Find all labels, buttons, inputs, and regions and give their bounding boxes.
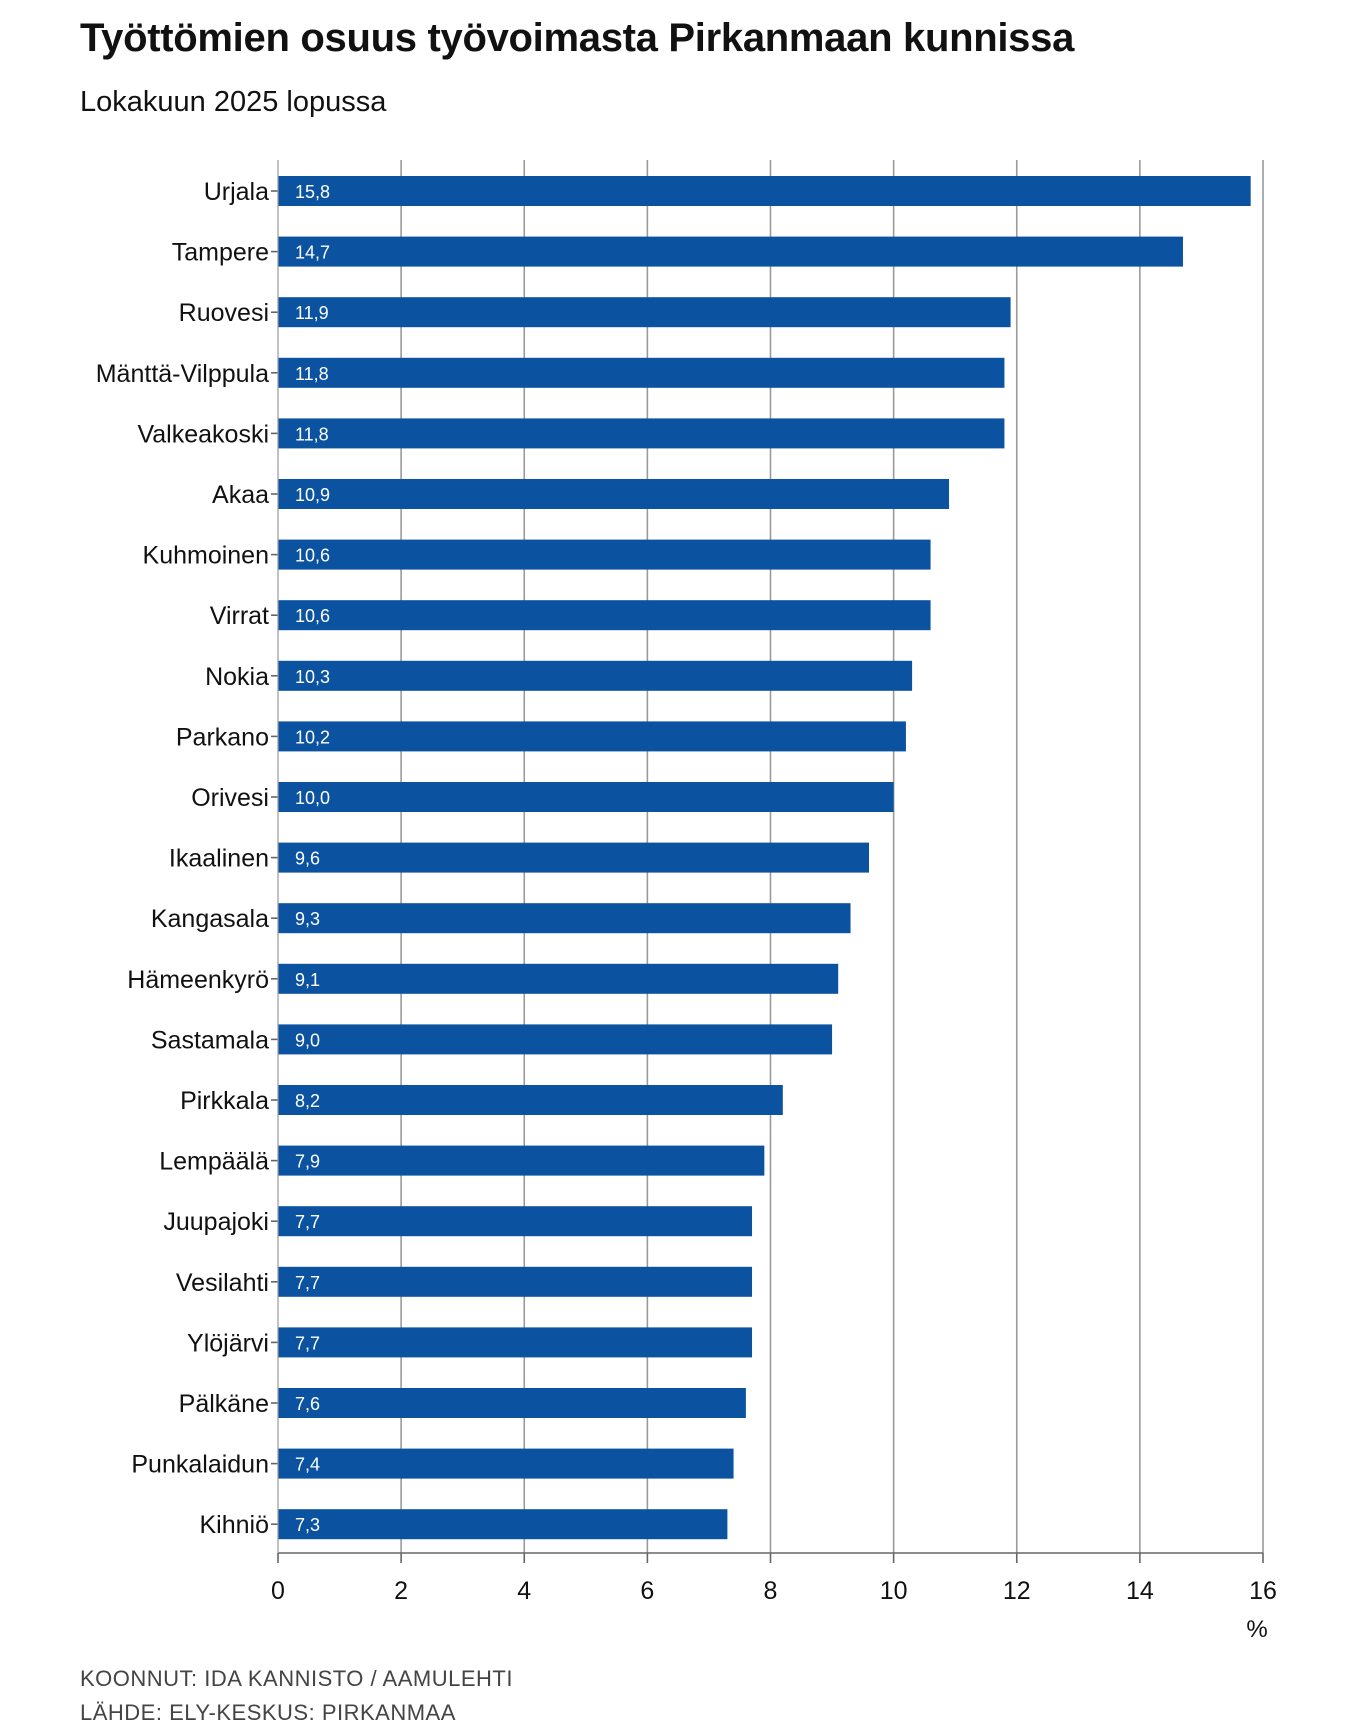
category-label: Kangasala bbox=[151, 905, 269, 933]
bar-value-label: 15,8 bbox=[295, 182, 330, 202]
x-axis: 0 2 4 6 8 10 12 14 16 bbox=[271, 160, 1277, 1605]
x-tick-label: 16 bbox=[1249, 1577, 1277, 1605]
x-tick-label: 4 bbox=[517, 1577, 531, 1605]
x-tick-label: 0 bbox=[271, 1577, 285, 1605]
category-label: Sastamala bbox=[151, 1026, 269, 1054]
category-label: Orivesi bbox=[191, 784, 269, 812]
bar-value-label: 11,8 bbox=[295, 424, 329, 444]
bar bbox=[278, 963, 839, 994]
category-label: Ylöjärvi bbox=[187, 1329, 269, 1357]
chart-subtitle: Lokakuun 2025 lopussa bbox=[80, 86, 387, 118]
bar-value-label: 7,7 bbox=[295, 1212, 320, 1232]
category-label: Ruovesi bbox=[179, 299, 269, 327]
credit-compiled: KOONNUT: IDA KANNISTO / AAMULEHTI bbox=[80, 1666, 513, 1691]
x-tick-label: 2 bbox=[394, 1577, 408, 1605]
bar bbox=[278, 600, 931, 631]
category-label: Juupajoki bbox=[163, 1208, 269, 1236]
chart-title: Työttömien osuus työvoimasta Pirkanmaan … bbox=[80, 16, 1075, 60]
bar bbox=[278, 1024, 833, 1055]
bar-value-label: 9,0 bbox=[295, 1030, 320, 1050]
bars bbox=[278, 176, 1251, 1540]
bar-value-label: 10,9 bbox=[295, 485, 330, 505]
bar-value-label: 8,2 bbox=[295, 1091, 320, 1111]
category-label: Pirkkala bbox=[180, 1087, 269, 1115]
bar bbox=[278, 1327, 753, 1358]
bar-value-label: 11,8 bbox=[295, 364, 329, 384]
category-label: Vesilahti bbox=[176, 1269, 269, 1297]
bar bbox=[278, 903, 851, 934]
category-label: Parkano bbox=[176, 723, 269, 751]
bar bbox=[278, 1388, 746, 1418]
category-label: Hämeenkyrö bbox=[127, 966, 269, 994]
bar-value-label: 10,0 bbox=[295, 788, 330, 808]
bar-value-label: 9,6 bbox=[295, 849, 320, 869]
bar-value-label: 10,6 bbox=[295, 546, 330, 566]
bar-value-label: 7,4 bbox=[295, 1455, 320, 1475]
bar-value-label: 7,9 bbox=[295, 1152, 320, 1172]
bar bbox=[278, 297, 1011, 328]
bar-value-label: 10,3 bbox=[295, 667, 330, 687]
bar-chart: Urjala Tampere Ruovesi Mänttä-Vilppula Valke… bbox=[96, 160, 1277, 1640]
bar bbox=[278, 842, 869, 873]
bar-value-label: 10,6 bbox=[295, 606, 330, 626]
bar bbox=[278, 1509, 728, 1540]
category-label: Lempäälä bbox=[159, 1148, 269, 1176]
bar bbox=[278, 721, 906, 752]
bar bbox=[278, 1448, 734, 1479]
x-tick-label: 12 bbox=[1003, 1577, 1031, 1605]
bar bbox=[278, 660, 913, 691]
credit-source: LÄHDE: ELY-KESKUS: PIRKANMAA bbox=[80, 1700, 456, 1725]
bar-value-label: 14,7 bbox=[295, 243, 330, 263]
x-axis-label: % bbox=[1246, 1616, 1267, 1640]
x-tick-label: 6 bbox=[640, 1577, 654, 1605]
bar bbox=[278, 176, 1251, 206]
category-label: Nokia bbox=[205, 663, 269, 691]
bar bbox=[278, 1266, 753, 1297]
bar bbox=[278, 782, 894, 812]
value-labels: 15,8 14,7 11,9 11,8 11,8 10,9 10,6 10,6 10,3 10,2… bbox=[295, 182, 330, 1535]
bar-value-label: 9,3 bbox=[295, 909, 320, 929]
category-label: Mänttä-Vilppula bbox=[96, 360, 269, 388]
x-tick-label: 10 bbox=[880, 1577, 908, 1605]
bar bbox=[278, 357, 1005, 388]
bar-value-label: 9,1 bbox=[295, 970, 320, 990]
category-label: Tampere bbox=[172, 239, 269, 267]
category-label: Ikaalinen bbox=[169, 845, 269, 873]
bar-value-label: 7,7 bbox=[295, 1273, 320, 1293]
bar bbox=[278, 539, 931, 570]
category-label: Virrat bbox=[210, 602, 269, 630]
bar-value-label: 7,3 bbox=[295, 1515, 320, 1535]
bar-value-label: 7,6 bbox=[295, 1394, 320, 1414]
bar bbox=[278, 479, 950, 509]
category-label: Valkeakoski bbox=[137, 420, 269, 448]
bar bbox=[278, 1206, 753, 1237]
category-label: Pälkäne bbox=[179, 1390, 269, 1418]
bar bbox=[278, 418, 1005, 449]
bar bbox=[278, 1085, 783, 1115]
bar-value-label: 7,7 bbox=[295, 1333, 320, 1353]
category-label: Kihniö bbox=[200, 1511, 270, 1539]
bar-value-label: 10,2 bbox=[295, 727, 330, 747]
bar bbox=[278, 1145, 765, 1176]
category-label: Urjala bbox=[204, 178, 269, 206]
category-label: Kuhmoinen bbox=[143, 542, 269, 570]
bar-value-label: 11,9 bbox=[295, 303, 329, 323]
x-tick-label: 8 bbox=[764, 1577, 778, 1605]
bar bbox=[278, 236, 1183, 267]
category-label: Punkalaidun bbox=[131, 1451, 269, 1479]
category-labels: Urjala Tampere Ruovesi Mänttä-Vilppula Valke… bbox=[96, 178, 278, 1539]
category-label: Akaa bbox=[212, 481, 269, 509]
x-tick-label: 14 bbox=[1126, 1577, 1154, 1605]
